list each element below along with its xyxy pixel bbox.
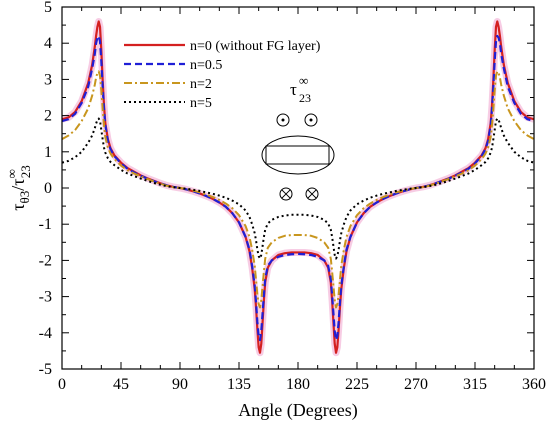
y-tick-label: 4: [44, 35, 52, 52]
annotation-sub: 23: [299, 91, 311, 105]
series-line-n2: [62, 70, 534, 309]
x-tick-label: 45: [113, 376, 129, 393]
series-line-n05: [62, 34, 534, 342]
y-tick-label: 5: [44, 0, 52, 16]
y-tick-label: -3: [39, 289, 52, 306]
annotation-sup: ∞: [299, 73, 308, 88]
annotation-tau: τ: [290, 80, 297, 99]
legend: n=0 (without FG layer) n=0.5 n=2 n=5: [124, 39, 321, 111]
elliptical-hole-icon: [261, 135, 335, 175]
x-tick-label: 270: [404, 376, 428, 393]
series-line-n5: [62, 117, 534, 260]
y-tick-label: 0: [44, 180, 52, 197]
legend-label-n05: n=0.5: [190, 58, 222, 73]
y-tick-label: -2: [39, 252, 52, 269]
legend-label-n0: n=0 (without FG layer): [190, 39, 321, 54]
x-axis-label: Angle (Degrees): [238, 400, 357, 421]
x-tick-label: 0: [58, 376, 66, 393]
svg-text:τθ3/τ∞23: τθ3/τ∞23: [4, 165, 33, 210]
out-of-plane-dot-icon: [276, 113, 290, 127]
legend-label-n5: n=5: [190, 96, 212, 111]
y-tick-label: -5: [39, 361, 52, 378]
series-layer: [62, 17, 534, 357]
y-tick-label: 3: [44, 71, 52, 88]
x-tick-label: 315: [463, 376, 487, 393]
y-tick-label: 2: [44, 108, 52, 125]
load-annotation: τ ∞ 23: [261, 73, 335, 201]
y-tick-label: 1: [44, 144, 52, 161]
out-of-plane-dot-icon: [304, 113, 318, 127]
x-tick-label: 360: [522, 376, 546, 393]
y-tick-label: -4: [39, 325, 52, 342]
into-plane-cross-icon: [279, 187, 293, 201]
x-tick-label: 90: [172, 376, 188, 393]
y-tick-label: -1: [39, 216, 52, 233]
into-plane-cross-icon: [305, 187, 319, 201]
plot-background: [62, 7, 534, 369]
y-axis-label: τθ3/τ∞23: [4, 165, 33, 210]
x-tick-label: 135: [227, 376, 251, 393]
x-tick-label: 180: [286, 376, 310, 393]
x-tick-label: 225: [345, 376, 369, 393]
legend-label-n2: n=2: [190, 77, 212, 92]
